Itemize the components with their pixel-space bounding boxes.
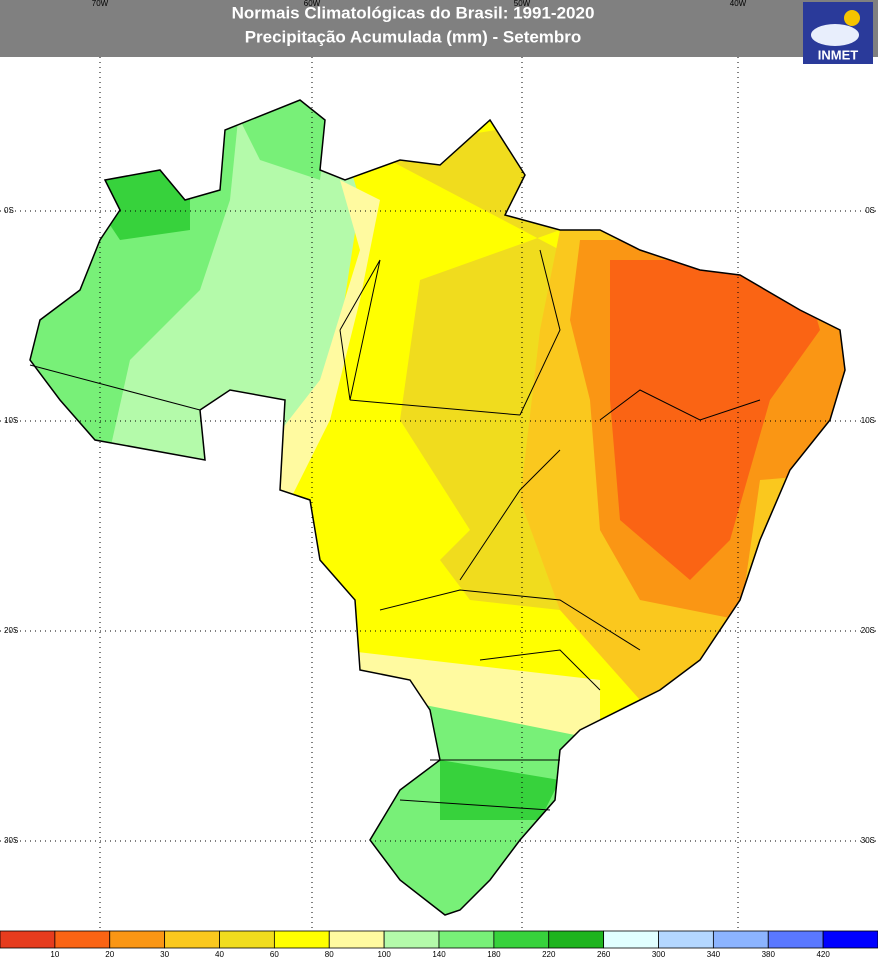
latitude-label: 10S — [861, 416, 875, 425]
map — [29, 99, 846, 916]
latitude-label: 20S — [861, 626, 875, 635]
latitude-label: 30S — [4, 836, 18, 845]
colorbar-label: 340 — [707, 950, 721, 959]
latitude-label: 20S — [4, 626, 18, 635]
colorbar-swatch — [548, 930, 605, 949]
colorbar-swatch — [273, 930, 330, 949]
colorbar-label: 300 — [652, 950, 666, 959]
latitude-label: 0S — [4, 206, 14, 215]
colorbar-label: 100 — [377, 950, 391, 959]
logo-text: INMET — [818, 47, 859, 62]
colorbar-swatch — [164, 930, 220, 949]
colorbar-label: 80 — [325, 950, 334, 959]
colorbar-label: 60 — [270, 950, 279, 959]
colorbar-swatch — [0, 930, 56, 949]
colorbar-swatch — [822, 930, 878, 949]
logo: INMET — [803, 2, 873, 64]
colorbar-swatch — [712, 930, 769, 949]
colorbar-swatch — [493, 930, 550, 949]
colorbar-swatch — [383, 930, 440, 949]
title: Normais Climatológicas do Brasil: 1991-2… — [232, 3, 595, 22]
longitude-label: 50W — [514, 0, 531, 8]
colorbar-label: 180 — [487, 950, 501, 959]
colorbar-label: 30 — [160, 950, 169, 959]
colorbar-swatch — [658, 930, 714, 949]
colorbar-label: 420 — [816, 950, 830, 959]
latitude-label: 0S — [865, 206, 875, 215]
longitude-label: 40W — [730, 0, 747, 8]
colorbar-label: 220 — [542, 950, 556, 959]
subtitle: Precipitação Acumulada (mm) - Setembro — [245, 27, 582, 46]
colorbar-swatch — [54, 930, 111, 949]
colorbar-label: 380 — [762, 950, 776, 959]
colorbar-swatch — [767, 930, 824, 949]
colorbar-label: 260 — [597, 950, 611, 959]
graticule — [0, 57, 878, 928]
latitude-label: 10S — [4, 416, 18, 425]
longitude-label: 70W — [92, 0, 109, 8]
latitude-label: 30S — [861, 836, 875, 845]
colorbar-swatch — [219, 930, 275, 949]
colorbar-label: 40 — [215, 950, 224, 959]
header-bar — [0, 0, 878, 57]
colorbar-swatch — [109, 930, 166, 949]
colorbar-swatch — [328, 930, 385, 949]
longitude-label: 60W — [304, 0, 321, 8]
colorbar-label: 10 — [50, 950, 59, 959]
colorbar-swatch — [603, 930, 659, 949]
colorbar-label: 140 — [432, 950, 446, 959]
colorbar-swatch — [438, 930, 495, 949]
colorbar-label: 20 — [105, 950, 114, 959]
